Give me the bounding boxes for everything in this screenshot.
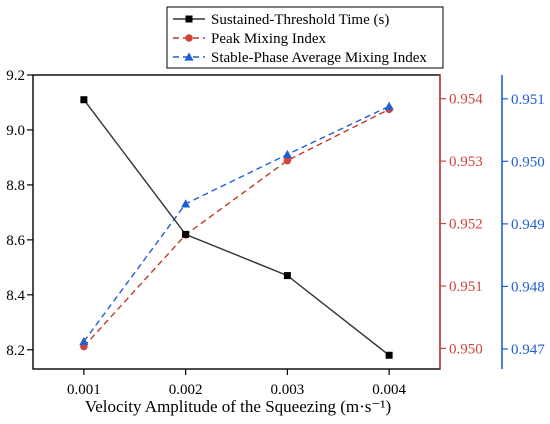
legend-label: Sustained-Threshold Time (s) (211, 12, 389, 28)
data-point (385, 351, 393, 359)
left-y-tick-label: 9.0 (6, 123, 25, 139)
legend-label: Peak Mixing Index (211, 31, 326, 47)
x-axis-label: Velocity Amplitude of the Squeezing (m·s… (85, 397, 391, 416)
right-axis-1-tick-label: 0.951 (449, 279, 483, 295)
left-y-tick-label: 8.4 (6, 288, 25, 304)
legend-marker (184, 52, 194, 61)
x-tick-label: 0.003 (271, 382, 305, 398)
data-point (80, 96, 88, 104)
right-axis-1-tick-label: 0.954 (449, 92, 483, 108)
right-axis-1-tick-label: 0.950 (449, 341, 483, 357)
right-axis-1-tick-label: 0.953 (449, 154, 483, 170)
legend: Sustained-Threshold Time (s) Peak Mixing … (166, 6, 444, 69)
series (79, 96, 394, 359)
legend-marker (185, 15, 193, 23)
legend-label: Stable-Phase Average Mixing Index (211, 50, 427, 66)
data-point (282, 149, 292, 159)
x-tick-label: 0.001 (67, 382, 101, 398)
axes: 0.001 0.002 0.003 0.004 8.2 8.4 8.6 8.8 9.0 9.2 0.… (6, 68, 545, 398)
legend-marker (185, 34, 193, 42)
left-y-tick-label: 8.2 (6, 343, 25, 359)
data-point (181, 199, 191, 208)
data-point (384, 101, 394, 110)
x-tick-label: 0.002 (169, 382, 203, 398)
left-y-tick-label: 8.8 (6, 178, 25, 194)
series-line-2 (83, 105, 390, 342)
right-axis-1-tick-label: 0.952 (449, 217, 483, 233)
plot-frame (32, 74, 441, 370)
data-point (182, 230, 190, 238)
legend-box (166, 6, 444, 69)
series-line-0 (83, 99, 390, 356)
right-axis-2-tick-label: 0.948 (511, 279, 545, 295)
right-axis-2-tick-label: 0.947 (511, 342, 545, 358)
right-axis-2-tick-label: 0.951 (511, 92, 545, 108)
x-tick-label: 0.004 (372, 382, 406, 398)
data-point (79, 336, 89, 346)
data-point (283, 156, 292, 165)
right-axis-2-tick-label: 0.950 (511, 154, 545, 170)
right-axis-2-tick-label: 0.949 (511, 217, 545, 233)
left-y-tick-label: 8.6 (6, 233, 25, 249)
left-y-tick-label: 9.2 (6, 68, 25, 84)
series-line-1 (83, 108, 390, 347)
data-point (283, 272, 291, 280)
